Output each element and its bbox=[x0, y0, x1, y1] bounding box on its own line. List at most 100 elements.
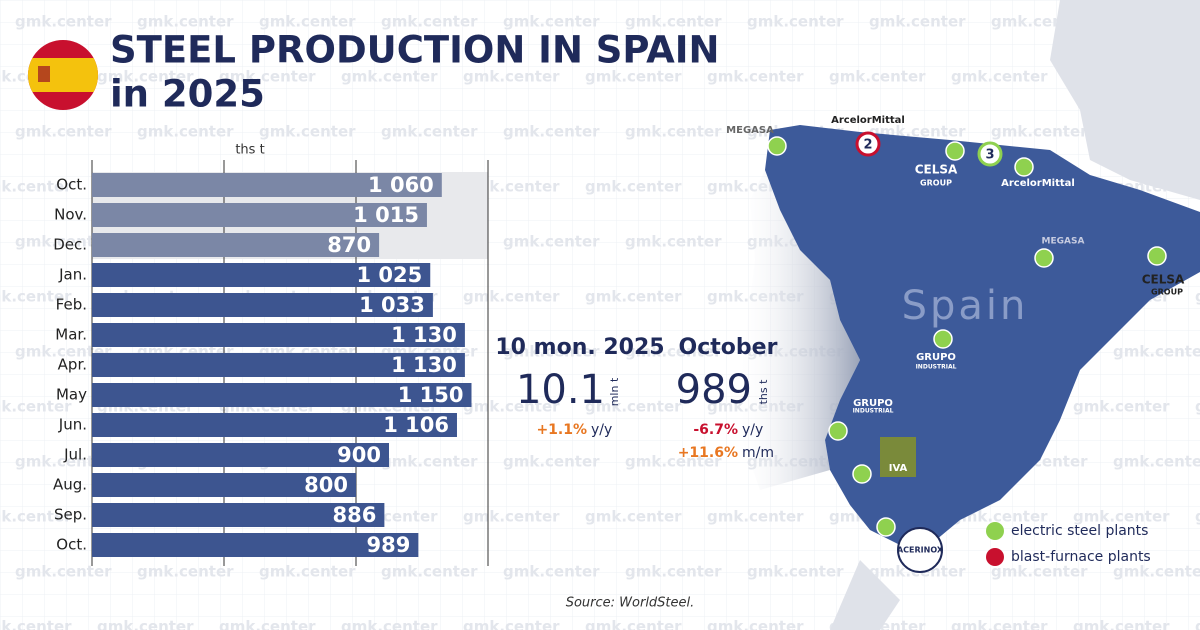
plant bbox=[1034, 248, 1054, 268]
watermark: gmk.center bbox=[585, 288, 682, 306]
watermark: gmk.center bbox=[625, 233, 722, 251]
watermark: gmk.center bbox=[15, 343, 112, 361]
watermark: gmk.center bbox=[503, 13, 600, 31]
watermark: gmk.center bbox=[341, 68, 438, 86]
stat-change: +1.1% bbox=[536, 422, 587, 438]
plants bbox=[767, 136, 1167, 537]
legend-swatch bbox=[986, 548, 1004, 566]
value-label: 1 130 bbox=[391, 353, 457, 377]
value-label: 900 bbox=[337, 443, 381, 467]
africa bbox=[830, 560, 900, 630]
title: in 2025 bbox=[110, 73, 265, 116]
watermark: gmk.center bbox=[341, 618, 438, 630]
stat-unit: mln t bbox=[608, 377, 621, 406]
bar bbox=[92, 263, 431, 287]
stat-period: 10 mon. 2025 bbox=[495, 335, 664, 360]
source: Source: WorldSteel. bbox=[566, 596, 695, 611]
watermark: gmk.center bbox=[1113, 343, 1200, 361]
watermark: gmk.center bbox=[0, 508, 72, 526]
plant bbox=[933, 329, 953, 349]
portugal bbox=[735, 170, 860, 490]
watermark: gmk.center bbox=[503, 453, 600, 471]
company: CELSA bbox=[1142, 273, 1185, 287]
flag-emblem bbox=[38, 66, 50, 82]
watermark: gmk.center bbox=[1195, 618, 1200, 630]
watermark: gmk.center bbox=[137, 563, 234, 581]
watermark: gmk.center bbox=[259, 563, 356, 581]
marker-label: 3 bbox=[985, 148, 994, 163]
value-label: 1 025 bbox=[356, 263, 422, 287]
title: STEEL PRODUCTION IN SPAIN bbox=[110, 29, 720, 72]
watermark: gmk.center bbox=[747, 13, 844, 31]
watermark: gmk.center bbox=[991, 123, 1088, 141]
watermark: gmk.center bbox=[503, 233, 600, 251]
watermark: gmk.center bbox=[381, 13, 478, 31]
company: CELSA bbox=[915, 163, 958, 177]
company: MEGASA bbox=[726, 125, 774, 136]
watermark: gmk.center bbox=[0, 618, 72, 630]
bar bbox=[92, 413, 457, 437]
stat-change: +11.6% bbox=[678, 445, 738, 461]
acerinox-logo bbox=[897, 527, 943, 573]
blast-furnace-marker bbox=[855, 131, 881, 157]
watermark: gmk.center bbox=[625, 563, 722, 581]
watermark: gmk.center bbox=[1073, 508, 1170, 526]
watermark: gmk.center bbox=[951, 68, 1048, 86]
watermark: gmk.center bbox=[0, 288, 72, 306]
stat-period: October bbox=[679, 335, 778, 360]
legend-swatch bbox=[986, 522, 1004, 540]
value-label: 1 033 bbox=[359, 293, 425, 317]
company: INDUSTRIAL bbox=[853, 408, 894, 415]
watermark: gmk.center bbox=[1195, 398, 1200, 416]
watermark: gmk.center bbox=[463, 68, 560, 86]
watermark: gmk.center bbox=[585, 178, 682, 196]
watermark: gmk.center bbox=[625, 453, 722, 471]
plant bbox=[828, 421, 848, 441]
watermark: gmk.center bbox=[1195, 508, 1200, 526]
company: GROUP bbox=[920, 179, 952, 188]
watermark: gmk.center bbox=[463, 398, 560, 416]
watermark: gmk.center bbox=[869, 13, 966, 31]
category-label: May bbox=[56, 386, 87, 404]
category-label: Aug. bbox=[53, 476, 87, 494]
watermark: gmk.center bbox=[625, 343, 722, 361]
stat-change-label: y/y bbox=[742, 422, 763, 438]
watermark: gmk.center bbox=[625, 13, 722, 31]
bar-chart: ths t Oct. 1 060 Nov. 1 015 Dec. 870 Jan. 1 025 F… bbox=[53, 143, 489, 566]
company: ArcelorMittal bbox=[831, 115, 905, 126]
bar bbox=[92, 533, 419, 557]
axis-label: ths t bbox=[235, 143, 264, 158]
watermark: gmk.center bbox=[1195, 288, 1200, 306]
legend-label: electric steel plants bbox=[1011, 523, 1148, 539]
watermark: gmk.center bbox=[585, 618, 682, 630]
bar bbox=[92, 323, 465, 347]
watermark: gmk.center bbox=[747, 563, 844, 581]
watermark: gmk.center bbox=[463, 618, 560, 630]
category-label: Dec. bbox=[53, 236, 87, 254]
watermark: gmk.center bbox=[219, 618, 316, 630]
company: GROUP bbox=[1151, 288, 1183, 297]
plant bbox=[1147, 246, 1167, 266]
company: IVA bbox=[889, 463, 908, 474]
bar bbox=[92, 173, 442, 197]
watermark: gmk.center bbox=[463, 288, 560, 306]
value-label: 1 015 bbox=[353, 203, 419, 227]
watermark: gmk.center bbox=[15, 13, 112, 31]
watermark: gmk.center bbox=[381, 453, 478, 471]
watermark: gmk.center bbox=[503, 123, 600, 141]
country-label: Spain bbox=[902, 283, 1029, 329]
category-label: Oct. bbox=[56, 536, 87, 554]
company: INDUSTRIAL bbox=[916, 364, 957, 371]
watermark: gmk.center bbox=[97, 68, 194, 86]
stat-value: 10.1 bbox=[516, 367, 605, 413]
marker-label: 2 bbox=[863, 138, 872, 153]
watermark: gmk.center bbox=[137, 123, 234, 141]
bar bbox=[92, 203, 427, 227]
plant bbox=[852, 464, 872, 484]
watermark: gmk.center bbox=[585, 68, 682, 86]
watermark: gmk.center bbox=[0, 178, 72, 196]
watermark: gmk.center bbox=[259, 123, 356, 141]
value-label: 886 bbox=[333, 503, 377, 527]
category-label: Mar. bbox=[55, 326, 87, 344]
